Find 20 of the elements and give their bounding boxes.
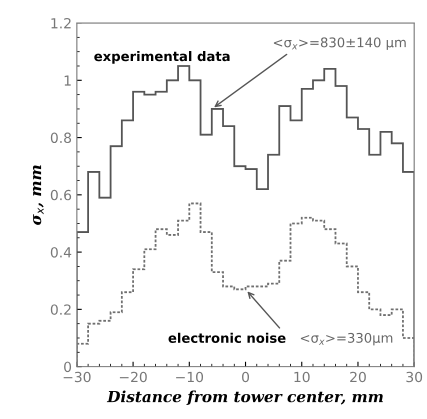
x-tick-label: 10	[294, 372, 310, 382]
x-tick-label: −10	[176, 372, 204, 382]
y-tick-label: 0.2	[50, 304, 71, 315]
y-tick-label: 0	[64, 362, 72, 372]
x-tick-label: −30	[64, 372, 91, 382]
x-tick-label: 0	[242, 372, 250, 382]
annotation: electronic noise	[168, 332, 286, 343]
annotation: experimental data	[94, 51, 230, 64]
annotation: <σ$_{x}$>=830±140 μm	[274, 37, 406, 50]
annotation: <σ$_{x}$>=330μm	[300, 332, 392, 346]
y-tick-label: 0.6	[50, 190, 72, 200]
y-tick-label: 1	[64, 75, 71, 86]
x-tick-label: 30	[406, 372, 422, 382]
x-axis-title: Distance from tower center, mm	[106, 390, 383, 405]
x-tick-label: 20	[350, 372, 366, 382]
y-axis-title: σ$_{x}$, mm	[32, 165, 44, 225]
x-tick-label: −20	[120, 372, 147, 382]
y-tick-label: 0.8	[50, 132, 72, 144]
y-tick-label: 0.4	[50, 247, 72, 258]
y-tick-label: 1.2	[51, 18, 71, 28]
